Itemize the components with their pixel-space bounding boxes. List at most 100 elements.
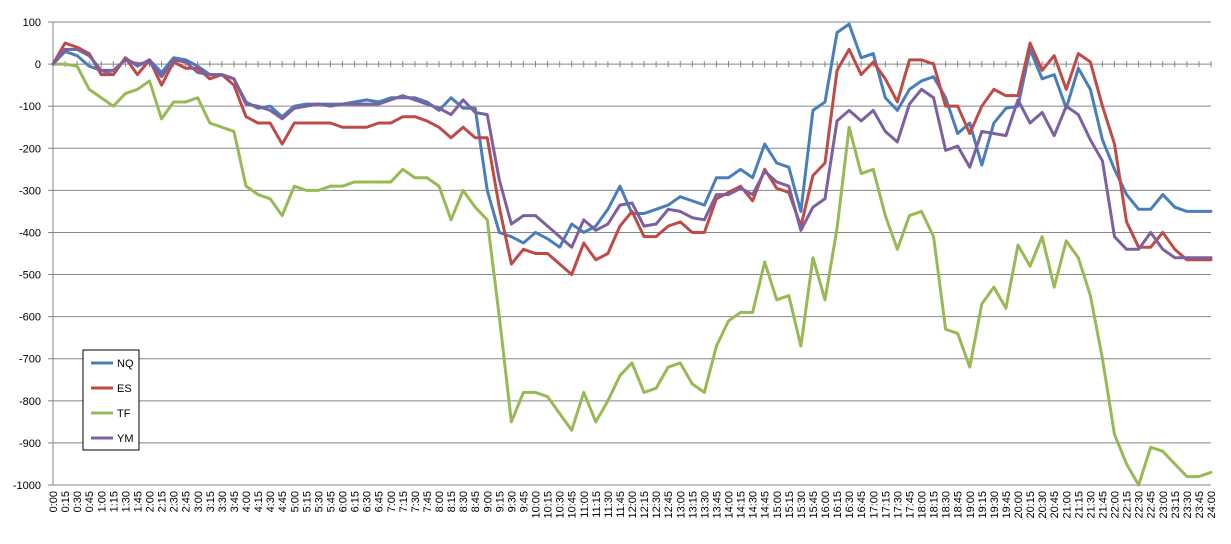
point-es (196, 67, 199, 70)
point-ym (1210, 256, 1213, 259)
point-es (353, 126, 356, 129)
point-nq (751, 176, 754, 179)
point-ym (1149, 231, 1152, 234)
point-es (618, 225, 621, 228)
point-nq (860, 56, 863, 59)
point-ym (52, 63, 55, 66)
x-tick-label: 20:15 (1025, 491, 1037, 519)
point-tf (522, 391, 525, 394)
point-nq (582, 231, 585, 234)
point-es (329, 122, 332, 125)
x-tick-label: 2:15 (157, 491, 169, 512)
point-tf (365, 180, 368, 183)
point-es (1065, 88, 1068, 91)
point-es (305, 122, 308, 125)
point-ym (546, 225, 549, 228)
point-ym (558, 235, 561, 238)
point-es (1017, 94, 1020, 97)
y-tick-label: -600 (19, 312, 41, 324)
point-tf (643, 391, 646, 394)
x-tick-label: 6:15 (350, 491, 362, 512)
point-tf (353, 180, 356, 183)
point-es (136, 73, 139, 76)
point-nq (269, 105, 272, 108)
point-ym (1113, 235, 1116, 238)
point-es (257, 122, 260, 125)
x-tick-label: 13:00 (675, 491, 687, 519)
point-tf (775, 298, 778, 301)
x-tick-label: 14:30 (748, 491, 760, 519)
point-ym (172, 58, 175, 61)
x-tick-label: 9:30 (506, 491, 518, 512)
series-line-ym (51, 47, 1213, 260)
point-nq (715, 176, 718, 179)
point-ym (196, 71, 199, 74)
point-es (631, 210, 634, 213)
point-ym (1004, 134, 1007, 137)
point-ym (1173, 256, 1176, 259)
point-nq (546, 237, 549, 240)
point-es (582, 241, 585, 244)
x-tick-label: 4:30 (265, 491, 277, 512)
point-nq (920, 79, 923, 82)
point-ym (1125, 248, 1128, 251)
point-ym (124, 58, 127, 61)
point-nq (679, 195, 682, 198)
point-tf (293, 185, 296, 188)
x-tick-label: 15:45 (808, 491, 820, 519)
point-es (655, 235, 658, 238)
point-tf (76, 65, 79, 68)
point-es (413, 115, 416, 118)
point-nq (1089, 88, 1092, 91)
point-tf (1089, 294, 1092, 297)
point-ym (510, 223, 513, 226)
x-tick-label: 6:30 (362, 491, 374, 512)
x-tick-label: 16:30 (844, 491, 856, 519)
point-ym (257, 105, 260, 108)
point-es (510, 263, 513, 266)
point-es (281, 143, 284, 146)
x-tick-label: 23:30 (1182, 491, 1194, 519)
point-nq (1173, 206, 1176, 209)
point-tf (1113, 433, 1116, 436)
point-ym (474, 111, 477, 114)
point-es (112, 73, 115, 76)
point-tf (257, 193, 260, 196)
point-ym (281, 117, 284, 120)
x-tick-label: 20:30 (1037, 491, 1049, 519)
point-es (703, 231, 706, 234)
point-tf (956, 332, 959, 335)
point-nq (908, 88, 911, 91)
point-ym (232, 77, 235, 80)
point-es (944, 105, 947, 108)
point-tf (703, 391, 706, 394)
point-ym (341, 103, 344, 106)
point-ym (462, 98, 465, 101)
point-es (486, 136, 489, 139)
point-ym (365, 103, 368, 106)
point-ym (160, 75, 163, 78)
point-es (836, 69, 839, 72)
point-ym (582, 218, 585, 221)
x-tick-label: 22:15 (1122, 491, 1134, 519)
point-es (522, 248, 525, 251)
x-tick-label: 2:30 (169, 491, 181, 512)
point-ym (76, 48, 79, 51)
point-ym (618, 204, 621, 207)
point-ym (401, 94, 404, 97)
x-tick-label: 0:30 (72, 491, 84, 512)
point-tf (1210, 471, 1213, 474)
x-tick-label: 9:45 (518, 491, 530, 512)
point-es (474, 136, 477, 139)
point-nq (739, 168, 742, 171)
point-ym (631, 201, 634, 204)
point-nq (1149, 208, 1152, 211)
point-ym (353, 103, 356, 106)
point-tf (220, 126, 223, 129)
point-tf (1161, 450, 1164, 453)
x-tick-label: 23:45 (1194, 491, 1206, 519)
x-tick-label: 16:15 (832, 491, 844, 519)
point-ym (498, 178, 501, 181)
point-ym (377, 103, 380, 106)
point-nq (667, 204, 670, 207)
